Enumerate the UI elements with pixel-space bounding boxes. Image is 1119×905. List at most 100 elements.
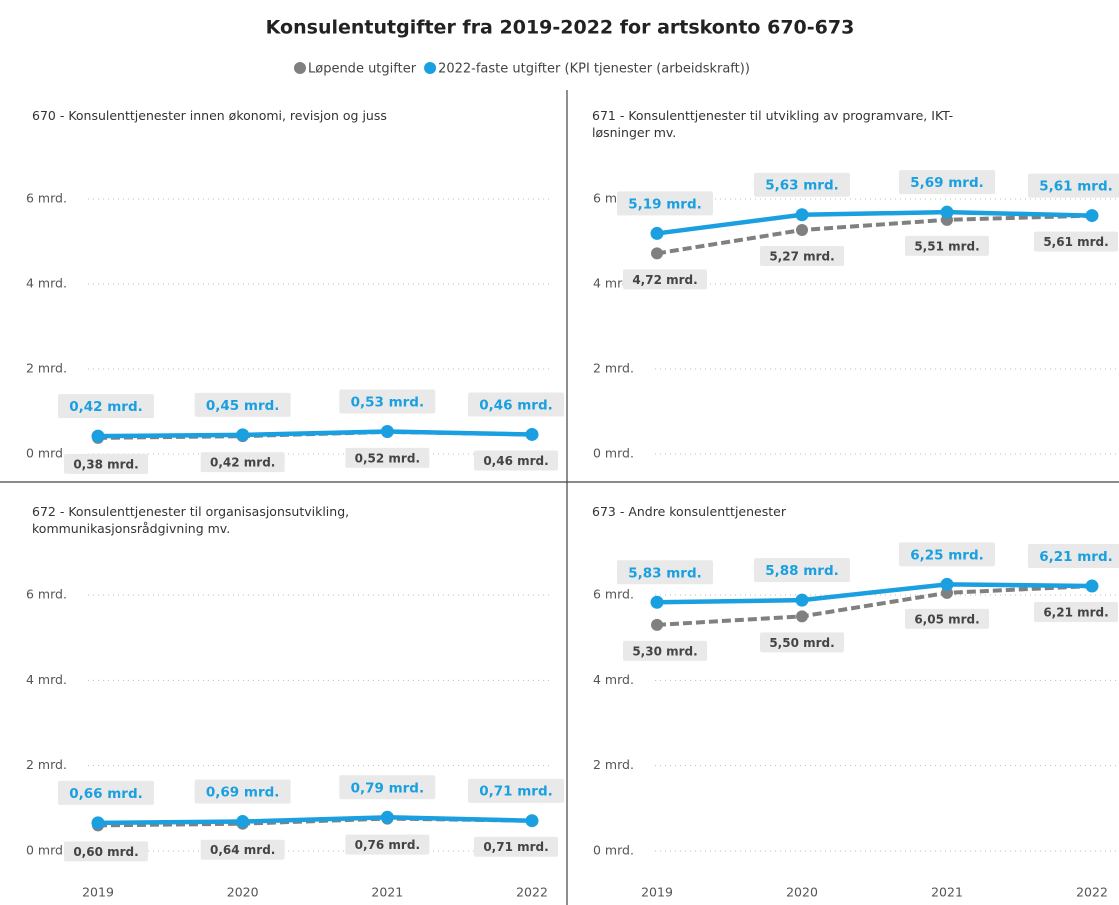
data-label: 6,05 mrd. xyxy=(914,612,979,626)
marker xyxy=(1085,209,1099,223)
label-box xyxy=(194,392,291,417)
data-label: 0,79 mrd. xyxy=(351,780,425,796)
marker xyxy=(380,424,394,438)
data-label: 0,64 mrd. xyxy=(210,843,275,857)
y-tick-label: 2 mrd. xyxy=(26,757,67,772)
legend-marker xyxy=(294,62,306,74)
data-label: 6,25 mrd. xyxy=(910,547,984,563)
panel-title: 671 - Konsulenttjenester til utvikling a… xyxy=(592,108,954,140)
data-label: 5,88 mrd. xyxy=(765,563,839,579)
label-box xyxy=(760,632,844,653)
marker xyxy=(380,810,394,824)
x-tick-label: 2022 xyxy=(516,885,548,900)
y-tick-label: 2 mrd. xyxy=(26,361,67,376)
marker xyxy=(525,814,539,828)
label-box xyxy=(905,608,989,629)
label-box xyxy=(623,640,707,661)
label-box xyxy=(64,841,148,862)
legend-label: 2022-faste utgifter (KPI tjenester (arbe… xyxy=(438,62,750,77)
marker xyxy=(236,428,250,442)
y-tick-label: 4 mrd. xyxy=(26,276,67,291)
label-box xyxy=(468,778,564,803)
marker xyxy=(795,208,809,222)
data-label: 0,71 mrd. xyxy=(483,840,548,854)
data-label: 5,69 mrd. xyxy=(910,175,984,191)
line xyxy=(97,816,533,828)
data-label: 0,76 mrd. xyxy=(355,838,420,852)
data-label: 0,66 mrd. xyxy=(69,786,143,802)
marker xyxy=(796,610,808,623)
marker xyxy=(91,429,105,443)
marker xyxy=(651,247,663,260)
line xyxy=(656,582,1093,605)
label-box xyxy=(345,834,430,855)
legend-label: Løpende utgifter xyxy=(308,62,417,77)
y-tick-label: 0 mrd. xyxy=(593,446,634,461)
marker xyxy=(1085,579,1099,593)
label-box xyxy=(345,447,430,468)
label-box xyxy=(905,235,989,256)
label-box xyxy=(474,450,558,471)
panel-title: 670 - Konsulenttjenester innen økonomi, … xyxy=(32,108,387,123)
label-box xyxy=(617,191,713,216)
data-label: 0,42 mrd. xyxy=(69,399,143,415)
marker xyxy=(650,595,664,609)
x-tick-label: 2021 xyxy=(371,885,403,900)
label-box xyxy=(617,560,713,585)
data-label: 0,46 mrd. xyxy=(483,454,548,468)
x-tick-label: 2019 xyxy=(82,885,114,900)
x-tick-label: 2019 xyxy=(641,885,673,900)
line xyxy=(656,209,1093,236)
marker xyxy=(525,427,539,441)
label-box xyxy=(623,269,707,290)
label-box xyxy=(1028,544,1119,569)
y-tick-label: 4 mrd. xyxy=(26,672,67,687)
data-label: 0,46 mrd. xyxy=(479,397,553,413)
data-label: 5,61 mrd. xyxy=(1043,235,1108,249)
data-label: 5,83 mrd. xyxy=(628,565,702,581)
y-tick-label: 6 mrd. xyxy=(593,587,634,602)
data-label: 0,38 mrd. xyxy=(73,457,138,471)
data-label: 0,60 mrd. xyxy=(73,845,138,859)
label-box xyxy=(200,452,285,473)
label-box xyxy=(468,392,564,417)
marker xyxy=(940,205,954,219)
data-label: 4,72 mrd. xyxy=(632,273,697,287)
label-box xyxy=(58,780,154,805)
line xyxy=(97,429,533,439)
panel-title: 672 - Konsulenttjenester til organisasjo… xyxy=(32,504,350,536)
data-label: 0,42 mrd. xyxy=(210,456,275,470)
data-label: 0,69 mrd. xyxy=(206,785,280,801)
data-label: 6,21 mrd. xyxy=(1039,549,1113,565)
data-label: 0,45 mrd. xyxy=(206,398,280,414)
line xyxy=(656,584,1093,627)
legend-marker xyxy=(424,62,437,74)
marker xyxy=(651,618,663,631)
x-tick-label: 2020 xyxy=(227,885,259,900)
data-label: 0,52 mrd. xyxy=(355,451,420,465)
data-label: 5,30 mrd. xyxy=(632,644,697,658)
y-tick-label: 0 mrd. xyxy=(26,843,67,858)
data-label: 5,51 mrd. xyxy=(914,239,979,253)
x-tick-label: 2022 xyxy=(1076,885,1108,900)
label-box xyxy=(1028,173,1119,198)
y-tick-label: 4 mrd. xyxy=(593,672,634,687)
line xyxy=(97,815,533,826)
panel-title: 673 - Andre konsulenttjenester xyxy=(592,504,786,519)
label-box xyxy=(899,542,995,567)
y-tick-label: 6 mrd. xyxy=(26,191,67,206)
label-box xyxy=(474,836,558,857)
label-box xyxy=(754,172,850,197)
label-box xyxy=(899,170,995,195)
marker xyxy=(795,593,809,607)
y-tick-label: 6 mrd. xyxy=(26,587,67,602)
data-label: 5,27 mrd. xyxy=(769,250,834,264)
label-box xyxy=(339,389,436,414)
data-label: 0,53 mrd. xyxy=(351,394,425,410)
marker xyxy=(796,224,808,237)
marker xyxy=(236,815,250,829)
chart-title: Konsulentutgifter fra 2019-2022 for arts… xyxy=(266,17,855,39)
data-label: 6,21 mrd. xyxy=(1043,606,1108,620)
line xyxy=(656,213,1093,256)
